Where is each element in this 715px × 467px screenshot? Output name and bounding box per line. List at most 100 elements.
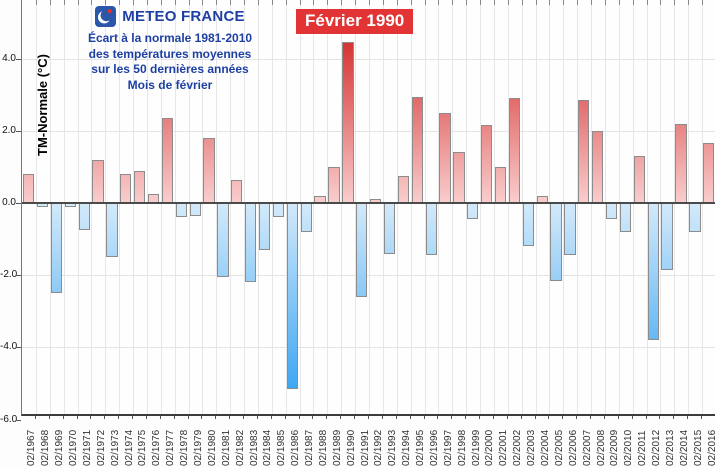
bar-02/1990 (342, 42, 354, 203)
x-axis-label: 02/1997 (442, 429, 454, 466)
vertical-gridline (618, 0, 620, 414)
vertical-gridline (216, 0, 218, 414)
x-axis-tick (576, 416, 578, 419)
zero-line (22, 202, 715, 204)
x-axis-label: 02/1975 (137, 429, 149, 466)
x-axis-tick (256, 416, 258, 419)
x-axis-label: 02/1987 (304, 429, 316, 466)
x-axis-tick (229, 416, 231, 419)
vertical-gridline (424, 0, 426, 414)
x-axis-tick (548, 416, 550, 419)
subtitle-line: des températures moyennes (88, 46, 252, 61)
bar-02/1987 (300, 203, 312, 232)
x-axis-tick (673, 416, 675, 419)
vertical-gridline (105, 0, 107, 414)
top-axis-tick (35, 0, 37, 5)
x-axis-label: 02/1968 (40, 429, 52, 466)
vertical-gridline (77, 0, 79, 414)
top-axis-tick (355, 0, 357, 5)
top-axis-tick (549, 0, 551, 5)
vertical-gridline (563, 0, 565, 414)
top-axis-tick (202, 0, 204, 5)
x-axis-label: 02/2006 (567, 429, 579, 466)
x-axis-tick (409, 416, 411, 419)
x-axis-tick (437, 416, 439, 419)
top-axis-tick (702, 0, 704, 5)
x-axis-tick (48, 416, 50, 419)
x-axis-label: 02/1967 (26, 429, 38, 466)
top-axis-tick (49, 0, 51, 5)
top-axis-tick (632, 0, 634, 5)
chart-header: METEO FRANCE Écart à la normale 1981-201… (70, 6, 270, 93)
bar-02/2009 (605, 203, 618, 220)
x-axis-label: 02/1982 (234, 429, 246, 466)
x-axis-tick (104, 416, 106, 419)
x-axis-tick (201, 416, 203, 419)
top-axis-tick (521, 0, 523, 5)
bar-02/1978 (175, 203, 187, 218)
vertical-gridline (202, 0, 204, 414)
x-axis-tick (215, 416, 217, 419)
x-axis-tick (451, 416, 453, 419)
bar-02/2010 (619, 203, 632, 232)
x-axis-tick (701, 416, 703, 419)
vertical-gridline (507, 0, 509, 414)
top-axis-tick (160, 0, 162, 5)
x-axis-label: 02/1980 (206, 429, 218, 466)
y-tick-label: -4.0 (0, 341, 18, 353)
vertical-gridline (146, 0, 148, 414)
top-axis-tick (618, 0, 620, 5)
bar-02/1986 (286, 203, 298, 389)
vertical-gridline (410, 0, 412, 414)
top-axis-tick (133, 0, 135, 5)
x-axis-tick (534, 416, 536, 419)
top-axis-tick (299, 0, 301, 5)
y-tick-label: 2.0 (2, 124, 16, 136)
x-axis-label: 02/2010 (623, 429, 635, 466)
bar-02/1989 (328, 166, 340, 203)
plot-area (21, 0, 715, 416)
x-axis-tick (62, 416, 64, 419)
vertical-gridline (480, 0, 482, 414)
vertical-gridline (396, 0, 398, 414)
vertical-gridline (535, 0, 537, 414)
x-axis-label: 02/2007 (581, 429, 593, 466)
bar-02/1993 (383, 203, 396, 254)
x-axis-label: 02/2012 (651, 429, 663, 466)
x-axis-tick (312, 416, 314, 419)
x-axis-label: 02/1981 (220, 429, 232, 466)
x-axis-label: 02/1996 (428, 429, 440, 466)
top-axis-tick (244, 0, 246, 5)
top-axis-tick (410, 0, 412, 5)
y-axis-tick (16, 130, 21, 132)
vertical-gridline (63, 0, 65, 414)
bar-02/2006 (564, 203, 576, 256)
top-axis-tick (688, 0, 690, 5)
top-axis-tick (257, 0, 259, 5)
bar-02/2014 (675, 123, 687, 203)
x-axis-tick (645, 416, 647, 419)
x-axis-tick (354, 416, 356, 419)
x-axis-label: 02/1970 (68, 429, 80, 466)
x-axis-label: 02/1969 (54, 429, 66, 466)
vertical-gridline (174, 0, 176, 414)
vertical-gridline (313, 0, 315, 414)
bar-02/1998 (453, 152, 465, 203)
y-axis-title: TM-Normale (°C) (35, 54, 50, 156)
bar-02/2003 (522, 203, 534, 247)
x-axis-tick (687, 416, 689, 419)
vertical-gridline (688, 0, 690, 414)
x-axis-label: 02/2005 (553, 429, 565, 466)
x-axis-label: 02/1979 (193, 429, 204, 466)
meteo-france-logo-icon (95, 6, 117, 27)
top-axis-tick (313, 0, 315, 5)
y-axis-tick (16, 347, 21, 349)
x-axis-label: 02/1999 (470, 429, 482, 466)
x-axis-label: 02/1994 (401, 429, 413, 466)
x-axis-label: 02/1990 (345, 429, 357, 466)
bar-02/2012 (647, 203, 659, 341)
x-axis-label: 02/2002 (512, 429, 524, 466)
top-axis-tick (452, 0, 454, 5)
x-axis-label: 02/1993 (387, 429, 399, 466)
x-axis-label: 02/1974 (123, 429, 135, 466)
